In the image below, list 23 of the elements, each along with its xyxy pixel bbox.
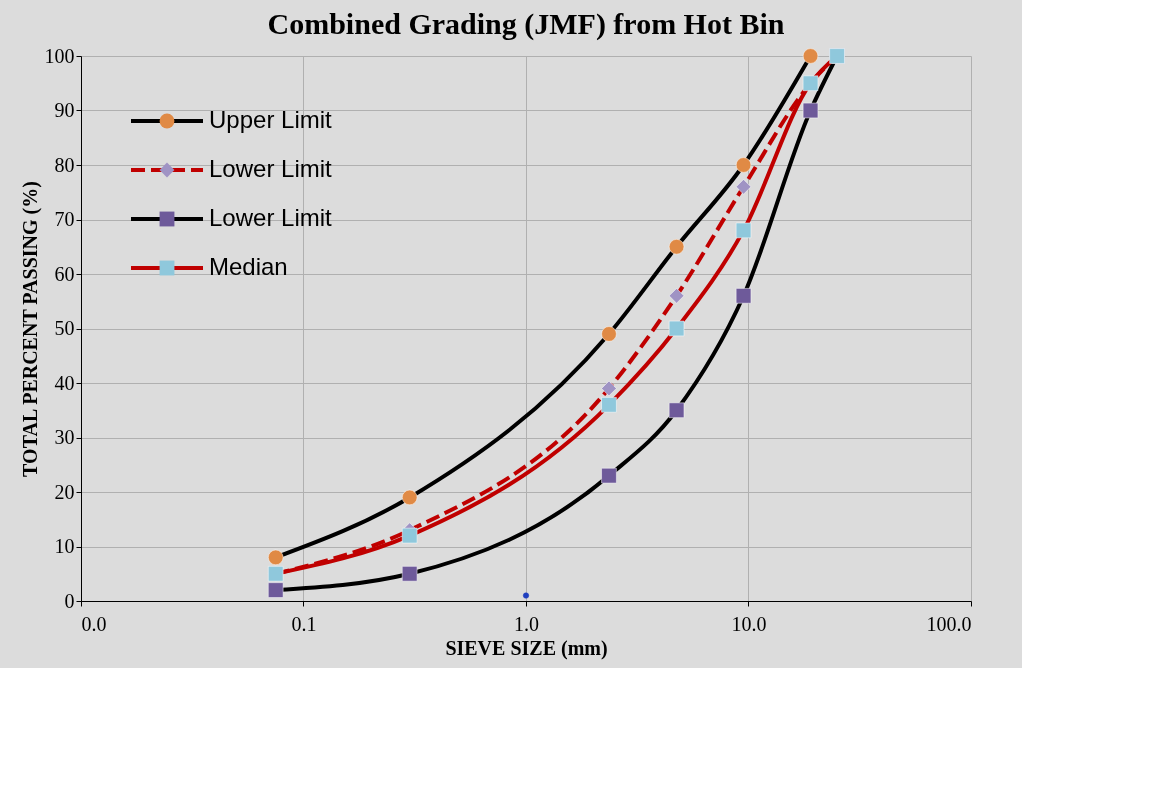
y-tick-label: 60	[54, 262, 75, 285]
x-tick-label: 10.0	[731, 612, 767, 635]
y-tick-label: 90	[54, 99, 75, 121]
y-tick-label: 10	[54, 535, 75, 557]
y-tick-label: 0	[64, 589, 75, 612]
x-tick-label: 0.0	[81, 612, 107, 635]
x-axis-title: SIEVE SIZE (mm)	[445, 636, 608, 660]
y-axis-title: TOTAL PERCENT PASSING (%)	[18, 181, 42, 477]
chart-title: Combined Grading (JMF) from Hot Bin	[267, 7, 785, 41]
y-tick-label: 30	[54, 426, 75, 448]
legend-label: Upper Limit	[209, 106, 333, 133]
x-tick-label: 1.0	[514, 612, 539, 635]
y-tick-label: 50	[54, 317, 75, 339]
y-tick-label: 40	[54, 371, 75, 394]
x-tick-label: 100.0	[926, 612, 972, 635]
y-tick-label: 70	[54, 208, 75, 230]
legend-label: Lower Limit	[209, 204, 333, 231]
y-tick-label: 80	[54, 153, 75, 176]
legend-label: Median	[209, 253, 288, 280]
y-tick-label: 20	[54, 480, 75, 503]
x-tick-label: 0.1	[291, 612, 317, 635]
y-tick-label: 100	[44, 44, 75, 67]
legend-label: Lower Limit	[209, 155, 333, 182]
